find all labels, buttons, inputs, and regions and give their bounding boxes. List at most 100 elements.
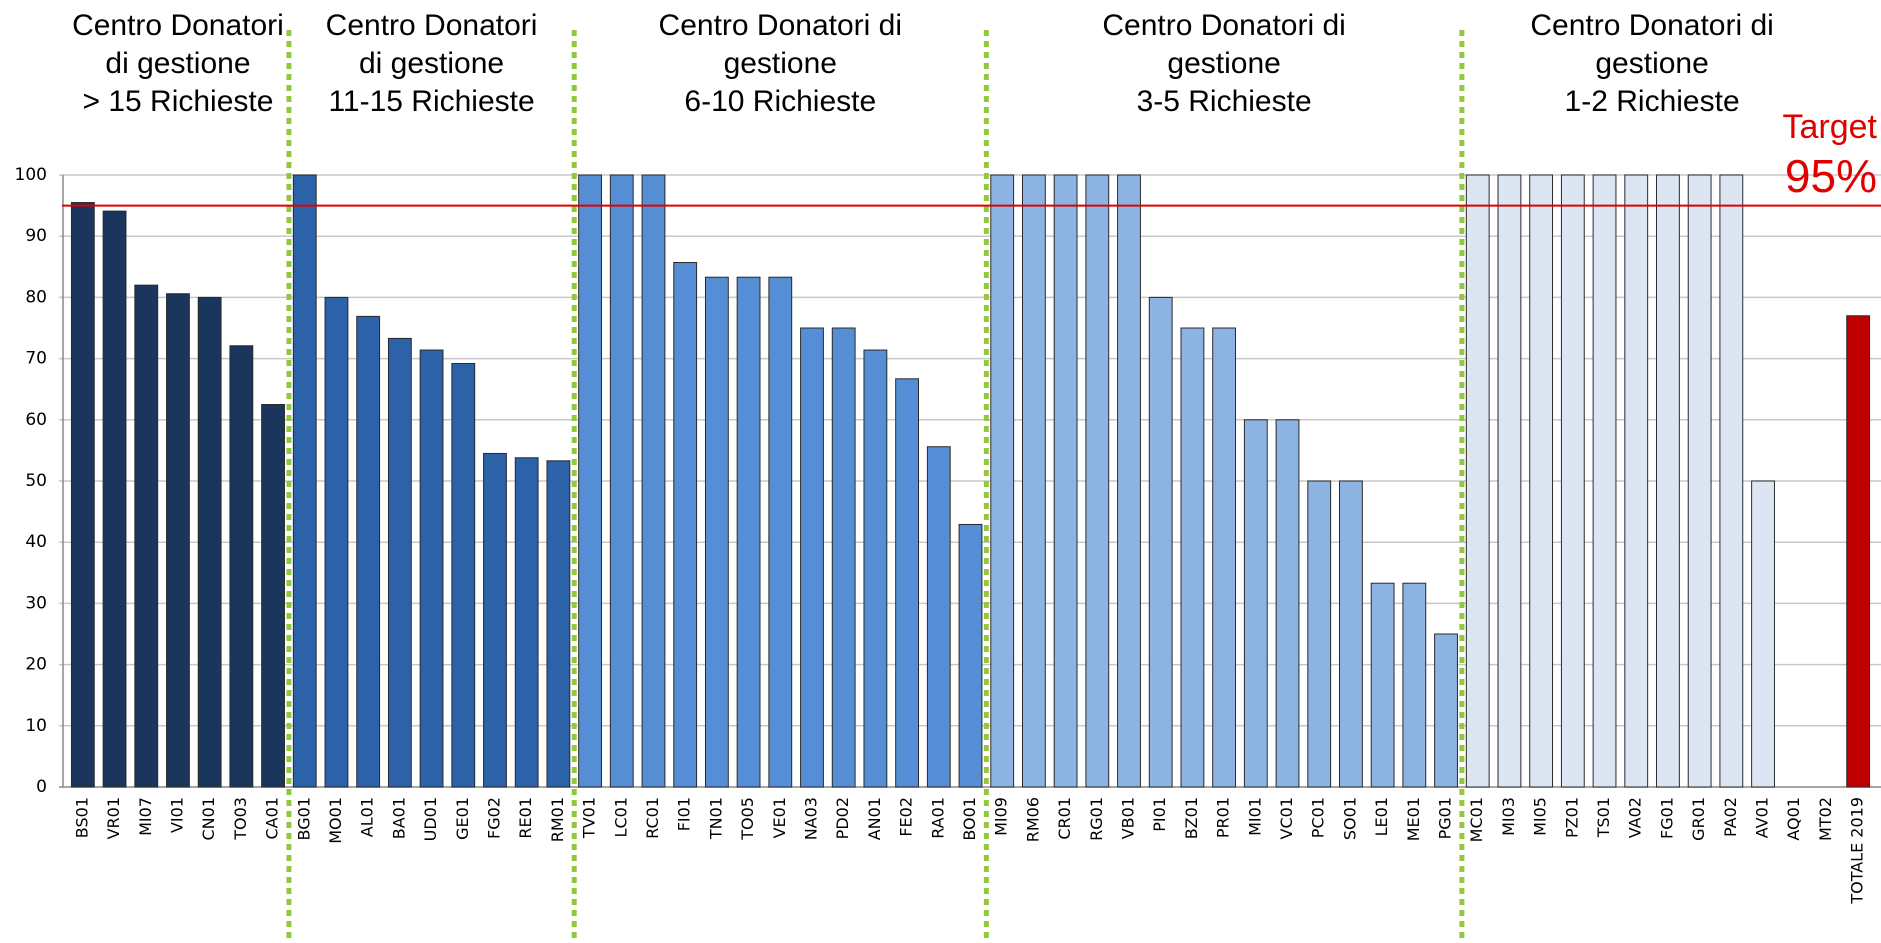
bar: [1624, 174, 1649, 788]
x-tick-label: VA02: [1626, 797, 1645, 838]
x-tick-label: FG02: [484, 797, 503, 839]
bar: [1370, 582, 1395, 788]
group-header: Centro Donatori di: [1102, 9, 1345, 42]
x-tick-label: BZ01: [1182, 797, 1201, 839]
x-tick-label: BO01: [960, 797, 979, 841]
bar: [1243, 419, 1268, 788]
bar: [1212, 327, 1237, 788]
y-tick-label: 50: [25, 471, 47, 491]
group-header: gestione: [1167, 47, 1280, 80]
x-tick-label: PZ01: [1562, 797, 1581, 838]
bar: [990, 174, 1015, 788]
group-header: 1-2 Richieste: [1565, 85, 1740, 118]
group-header: Centro Donatori: [72, 9, 284, 42]
bar: [895, 378, 920, 788]
bar: [958, 523, 983, 788]
x-tick-label: MI07: [136, 797, 155, 836]
bar: [1053, 174, 1078, 788]
x-tick-label: MI09: [992, 797, 1011, 836]
bar: [324, 296, 349, 788]
x-tick-label: MC01: [1467, 797, 1486, 842]
bar: [768, 276, 793, 788]
x-tick-label: PA02: [1721, 797, 1740, 837]
x-tick-label: FI01: [675, 797, 694, 831]
bar: [451, 362, 476, 788]
x-tick-label: CR01: [1055, 797, 1074, 840]
x-tick-label: FG01: [1657, 797, 1676, 839]
x-tick-label: LC01: [611, 797, 630, 837]
x-tick-label: AL01: [358, 797, 377, 837]
y-tick-label: 90: [25, 226, 47, 246]
x-tick-label: PC01: [1309, 797, 1328, 838]
bar: [800, 327, 824, 788]
x-tick-label: GR01: [1689, 797, 1708, 841]
bar: [356, 315, 381, 788]
x-tick-label: ME01: [1404, 797, 1423, 841]
x-tick-label: TOTALE 2019: [1848, 797, 1867, 905]
x-tick-label: BG01: [294, 797, 313, 840]
group-header: di gestione: [105, 47, 250, 80]
bar: [483, 452, 507, 788]
group-header: 6-10 Richieste: [684, 85, 876, 118]
group-header: di gestione: [359, 47, 504, 80]
target-label: 95%: [1785, 150, 1877, 202]
x-tick-label: TN01: [706, 797, 725, 840]
group-header: gestione: [1595, 47, 1708, 80]
x-tick-label: BS01: [72, 797, 91, 838]
x-tick-label: TO03: [231, 797, 250, 841]
bar: [134, 284, 159, 788]
bar: [197, 296, 222, 788]
x-tick-label: PD02: [833, 797, 852, 839]
x-tick-label: RM01: [548, 797, 567, 842]
bar: [1307, 480, 1332, 788]
bar: [514, 457, 539, 788]
bar: [1021, 174, 1046, 788]
bar: [166, 293, 190, 788]
bar: [1687, 174, 1712, 788]
group-header: Centro Donatori di: [1530, 9, 1773, 42]
y-tick-label: 100: [15, 165, 47, 185]
x-tick-label: PR01: [1214, 797, 1233, 838]
x-tick-label: GE01: [453, 797, 472, 840]
x-tick-label: TO05: [738, 797, 757, 841]
y-tick-label: 80: [25, 287, 47, 307]
bar: [1560, 174, 1585, 788]
bar: [863, 349, 888, 788]
bar: [1846, 315, 1871, 788]
x-tick-label: MT02: [1816, 797, 1835, 841]
x-tick-label: UD01: [421, 797, 440, 841]
y-tick-label: 60: [25, 410, 47, 430]
x-tick-label: VC01: [1277, 797, 1296, 839]
x-tick-label: CN01: [199, 797, 218, 841]
x-tick-label: SO01: [1340, 797, 1359, 840]
bar: [546, 460, 571, 788]
bar: [1180, 327, 1205, 788]
x-tick-label: CA01: [263, 797, 282, 839]
bar: [292, 174, 317, 788]
bar: [229, 345, 254, 788]
group-header: > 15 Richieste: [82, 85, 273, 118]
x-tick-label: VE01: [770, 797, 789, 838]
bar: [578, 174, 602, 788]
target-label: Target: [1783, 108, 1878, 146]
group-header: Centro Donatori: [326, 9, 538, 42]
y-tick-label: 20: [25, 655, 47, 675]
bar: [1592, 174, 1617, 788]
x-tick-label: RG01: [1087, 797, 1106, 841]
bar: [102, 210, 127, 788]
x-tick-label: RC01: [643, 797, 662, 839]
bar: [1719, 174, 1744, 788]
group-header: gestione: [724, 47, 837, 80]
bar: [1434, 633, 1458, 788]
x-tick-label: FE02: [897, 797, 916, 837]
bar: [70, 202, 95, 788]
group-header: Centro Donatori di: [659, 9, 902, 42]
y-tick-label: 70: [25, 349, 47, 369]
bar: [1339, 480, 1363, 788]
x-tick-label: RA01: [928, 797, 947, 839]
bar: [641, 174, 666, 788]
y-tick-label: 0: [36, 777, 47, 797]
x-tick-label: MO01: [326, 797, 345, 844]
x-tick-label: RE01: [516, 797, 535, 839]
bar: [1085, 174, 1110, 788]
